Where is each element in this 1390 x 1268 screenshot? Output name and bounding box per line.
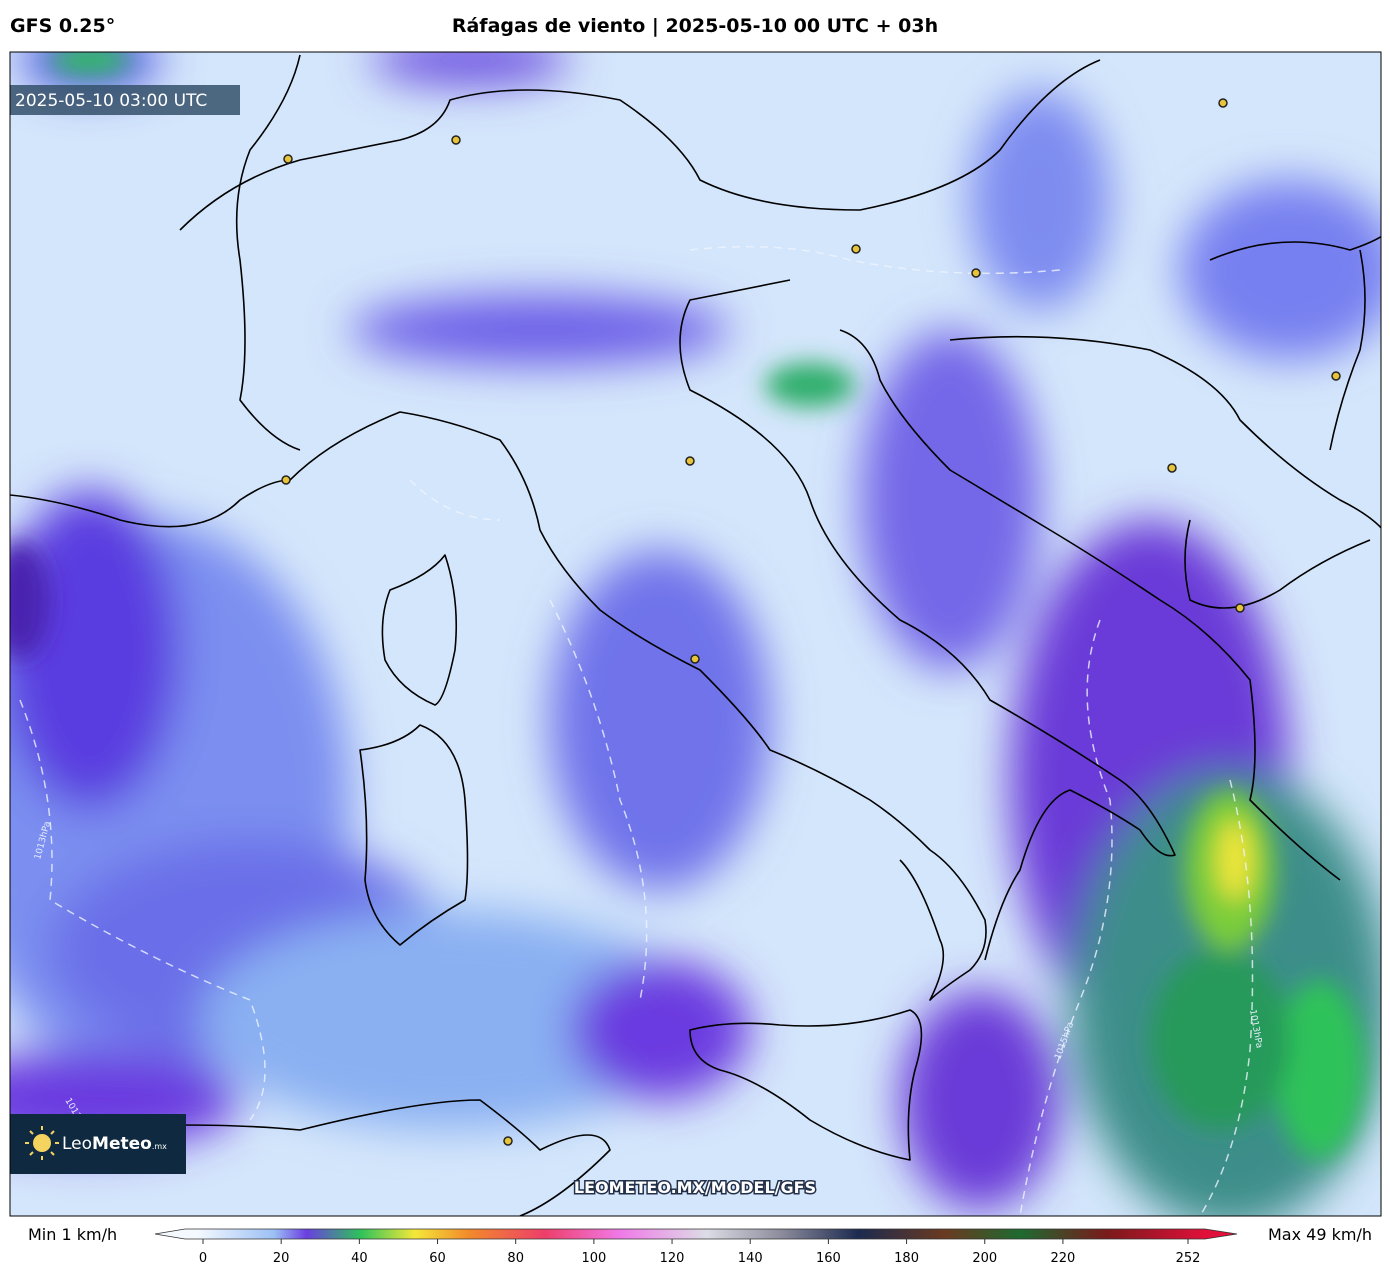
colorbar-tick-label: 160: [816, 1251, 841, 1264]
colorbar-tick-label: 80: [507, 1251, 524, 1264]
timestamp-box: [10, 85, 240, 115]
wind-peaks: [10, 52, 1365, 1160]
logo-rays: [25, 1126, 59, 1160]
colorbar-tick-label: 20: [273, 1251, 290, 1264]
colorbar-tick-label: 140: [738, 1251, 763, 1264]
colorbar-tick-label: 100: [581, 1251, 606, 1264]
colorbar-max-label: Max 49 km/h: [1268, 1225, 1372, 1244]
logo-suffix: .mx: [152, 1142, 167, 1151]
colorbar-tick-label: 0: [199, 1251, 207, 1264]
colorbar-tick-label: 180: [894, 1251, 919, 1264]
map-frame: [9, 51, 1382, 1217]
map-title: Ráfagas de viento | 2025-05-10 00 UTC + …: [452, 15, 938, 37]
colorbar-tick-label: 252: [1176, 1251, 1201, 1264]
colorbar: [154, 1228, 1238, 1240]
logo-brand: Leo: [62, 1134, 92, 1154]
logo-sun: [33, 1134, 51, 1152]
model-label: GFS 0.25°: [10, 15, 115, 37]
colorbar-tick-label: 120: [660, 1251, 685, 1264]
map-area: 1013hPa 1015hPa 1013hPa 1013: [10, 52, 1381, 1216]
cities: [281, 98, 1341, 1146]
colorbar-min-label: Min 1 km/h: [28, 1225, 117, 1244]
watermark: LEOMETEO.MX/MODEL/GFS: [574, 1178, 816, 1197]
colorbar-tick-label: 40: [351, 1251, 368, 1264]
colorbar-tick-label: 60: [429, 1251, 446, 1264]
colorbar-tick-label: 220: [1051, 1251, 1076, 1264]
logo-brand: Meteo: [92, 1134, 152, 1154]
timestamp: 2025-05-10 03:00 UTC: [15, 91, 207, 111]
logo-text: LeoMeteo.mx: [62, 1134, 167, 1154]
coastlines: [10, 54, 1381, 1216]
colorbar-tick-label: 200: [972, 1251, 997, 1264]
colorbar-ticks: 0 20 40 60 80 100 120 140 160 180 200 220 252: [199, 1239, 1201, 1266]
